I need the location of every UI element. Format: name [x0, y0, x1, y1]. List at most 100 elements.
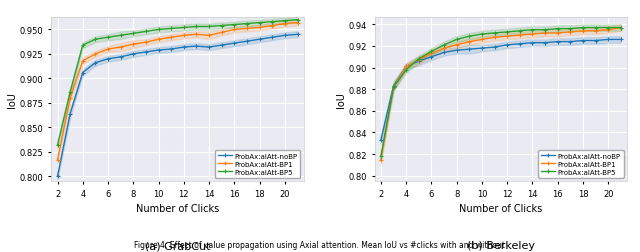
ProbAx:alAtt-noBP	[440, 52, 448, 55]
ProbAx:alAtt-BP1	[592, 30, 600, 33]
ProbAx:alAtt-noBP	[478, 47, 486, 50]
ProbAx:alAtt-BP1	[465, 41, 473, 44]
Line: ProbAx:alAtt-BP5: ProbAx:alAtt-BP5	[378, 26, 623, 159]
ProbAx:alAtt-BP1	[205, 35, 213, 38]
ProbAx:alAtt-noBP	[390, 85, 397, 88]
ProbAx:alAtt-BP5	[415, 58, 422, 61]
ProbAx:alAtt-BP5	[256, 22, 264, 25]
ProbAx:alAtt-noBP	[193, 45, 200, 48]
ProbAx:alAtt-BP1	[579, 30, 587, 33]
ProbAx:alAtt-noBP	[168, 48, 175, 51]
ProbAx:alAtt-BP5	[92, 39, 99, 42]
ProbAx:alAtt-BP1	[67, 97, 74, 100]
ProbAx:alAtt-noBP	[256, 39, 264, 42]
ProbAx:alAtt-BP5	[403, 69, 410, 72]
ProbAx:alAtt-BP1	[403, 66, 410, 69]
ProbAx:alAtt-noBP	[67, 113, 74, 116]
ProbAx:alAtt-BP1	[566, 31, 574, 34]
Line: ProbAx:alAtt-noBP: ProbAx:alAtt-noBP	[378, 38, 623, 143]
ProbAx:alAtt-noBP	[491, 46, 499, 49]
ProbAx:alAtt-BP5	[281, 20, 289, 23]
ProbAx:alAtt-BP1	[117, 46, 125, 49]
ProbAx:alAtt-BP1	[92, 53, 99, 56]
Y-axis label: IoU: IoU	[335, 92, 346, 107]
ProbAx:alAtt-BP1	[604, 29, 612, 32]
ProbAx:alAtt-BP5	[218, 25, 225, 28]
ProbAx:alAtt-BP1	[243, 28, 251, 31]
Line: ProbAx:alAtt-BP1: ProbAx:alAtt-BP1	[55, 21, 300, 162]
ProbAx:alAtt-BP5	[268, 21, 276, 24]
ProbAx:alAtt-noBP	[117, 56, 125, 59]
ProbAx:alAtt-noBP	[465, 48, 473, 51]
ProbAx:alAtt-BP1	[617, 27, 625, 30]
ProbAx:alAtt-noBP	[243, 41, 251, 44]
ProbAx:alAtt-noBP	[516, 43, 524, 46]
ProbAx:alAtt-BP5	[579, 27, 587, 30]
ProbAx:alAtt-BP1	[281, 23, 289, 26]
ProbAx:alAtt-BP5	[230, 24, 238, 27]
ProbAx:alAtt-BP5	[168, 28, 175, 31]
ProbAx:alAtt-BP1	[554, 32, 561, 35]
ProbAx:alAtt-noBP	[428, 56, 435, 59]
ProbAx:alAtt-noBP	[268, 37, 276, 40]
ProbAx:alAtt-BP1	[440, 47, 448, 50]
ProbAx:alAtt-BP1	[516, 35, 524, 38]
ProbAx:alAtt-BP5	[390, 86, 397, 89]
ProbAx:alAtt-noBP	[503, 44, 511, 47]
ProbAx:alAtt-BP1	[54, 159, 61, 162]
Line: ProbAx:alAtt-BP1: ProbAx:alAtt-BP1	[378, 26, 623, 162]
ProbAx:alAtt-BP5	[243, 23, 251, 26]
ProbAx:alAtt-BP5	[478, 33, 486, 36]
ProbAx:alAtt-BP5	[541, 29, 549, 32]
ProbAx:alAtt-BP5	[503, 31, 511, 34]
ProbAx:alAtt-BP1	[294, 22, 301, 25]
Legend: ProbAx:alAtt-noBP, ProbAx:alAtt-BP1, ProbAx:alAtt-BP5: ProbAx:alAtt-noBP, ProbAx:alAtt-BP1, Pro…	[538, 150, 624, 178]
ProbAx:alAtt-noBP	[205, 46, 213, 49]
ProbAx:alAtt-BP1	[256, 27, 264, 30]
ProbAx:alAtt-noBP	[592, 40, 600, 43]
ProbAx:alAtt-BP1	[79, 60, 86, 63]
ProbAx:alAtt-BP1	[503, 36, 511, 39]
ProbAx:alAtt-BP1	[129, 43, 137, 46]
ProbAx:alAtt-BP5	[79, 44, 86, 47]
ProbAx:alAtt-BP5	[117, 35, 125, 38]
X-axis label: Number of Clicks: Number of Clicks	[460, 204, 543, 213]
ProbAx:alAtt-BP1	[453, 44, 461, 47]
ProbAx:alAtt-BP5	[155, 29, 163, 32]
ProbAx:alAtt-BP1	[218, 32, 225, 35]
ProbAx:alAtt-BP5	[142, 31, 150, 34]
ProbAx:alAtt-BP5	[294, 19, 301, 22]
ProbAx:alAtt-BP5	[592, 27, 600, 30]
ProbAx:alAtt-BP1	[104, 48, 112, 51]
ProbAx:alAtt-noBP	[377, 139, 385, 142]
ProbAx:alAtt-noBP	[604, 39, 612, 42]
ProbAx:alAtt-BP1	[390, 86, 397, 89]
ProbAx:alAtt-noBP	[453, 50, 461, 53]
ProbAx:alAtt-noBP	[529, 42, 536, 45]
ProbAx:alAtt-noBP	[54, 175, 61, 178]
ProbAx:alAtt-BP1	[155, 39, 163, 42]
ProbAx:alAtt-BP1	[142, 42, 150, 45]
Line: ProbAx:alAtt-noBP: ProbAx:alAtt-noBP	[55, 33, 300, 179]
ProbAx:alAtt-BP5	[54, 144, 61, 147]
ProbAx:alAtt-BP5	[193, 26, 200, 29]
ProbAx:alAtt-noBP	[415, 60, 422, 63]
ProbAx:alAtt-noBP	[230, 42, 238, 45]
ProbAx:alAtt-BP1	[478, 39, 486, 42]
ProbAx:alAtt-BP5	[617, 27, 625, 30]
ProbAx:alAtt-BP5	[453, 39, 461, 42]
ProbAx:alAtt-noBP	[180, 46, 188, 49]
ProbAx:alAtt-noBP	[617, 39, 625, 42]
ProbAx:alAtt-BP5	[205, 26, 213, 29]
ProbAx:alAtt-BP5	[377, 155, 385, 158]
ProbAx:alAtt-noBP	[218, 44, 225, 47]
ProbAx:alAtt-noBP	[92, 62, 99, 65]
ProbAx:alAtt-BP1	[541, 32, 549, 35]
ProbAx:alAtt-BP1	[180, 35, 188, 38]
ProbAx:alAtt-noBP	[541, 42, 549, 45]
ProbAx:alAtt-noBP	[554, 41, 561, 44]
Text: Figure 4: Effect of value propagation using Axial attention. Mean IoU vs #clicks: Figure 4: Effect of value propagation us…	[134, 240, 506, 249]
ProbAx:alAtt-BP5	[491, 32, 499, 35]
ProbAx:alAtt-BP1	[268, 25, 276, 28]
Y-axis label: IoU: IoU	[7, 92, 17, 107]
